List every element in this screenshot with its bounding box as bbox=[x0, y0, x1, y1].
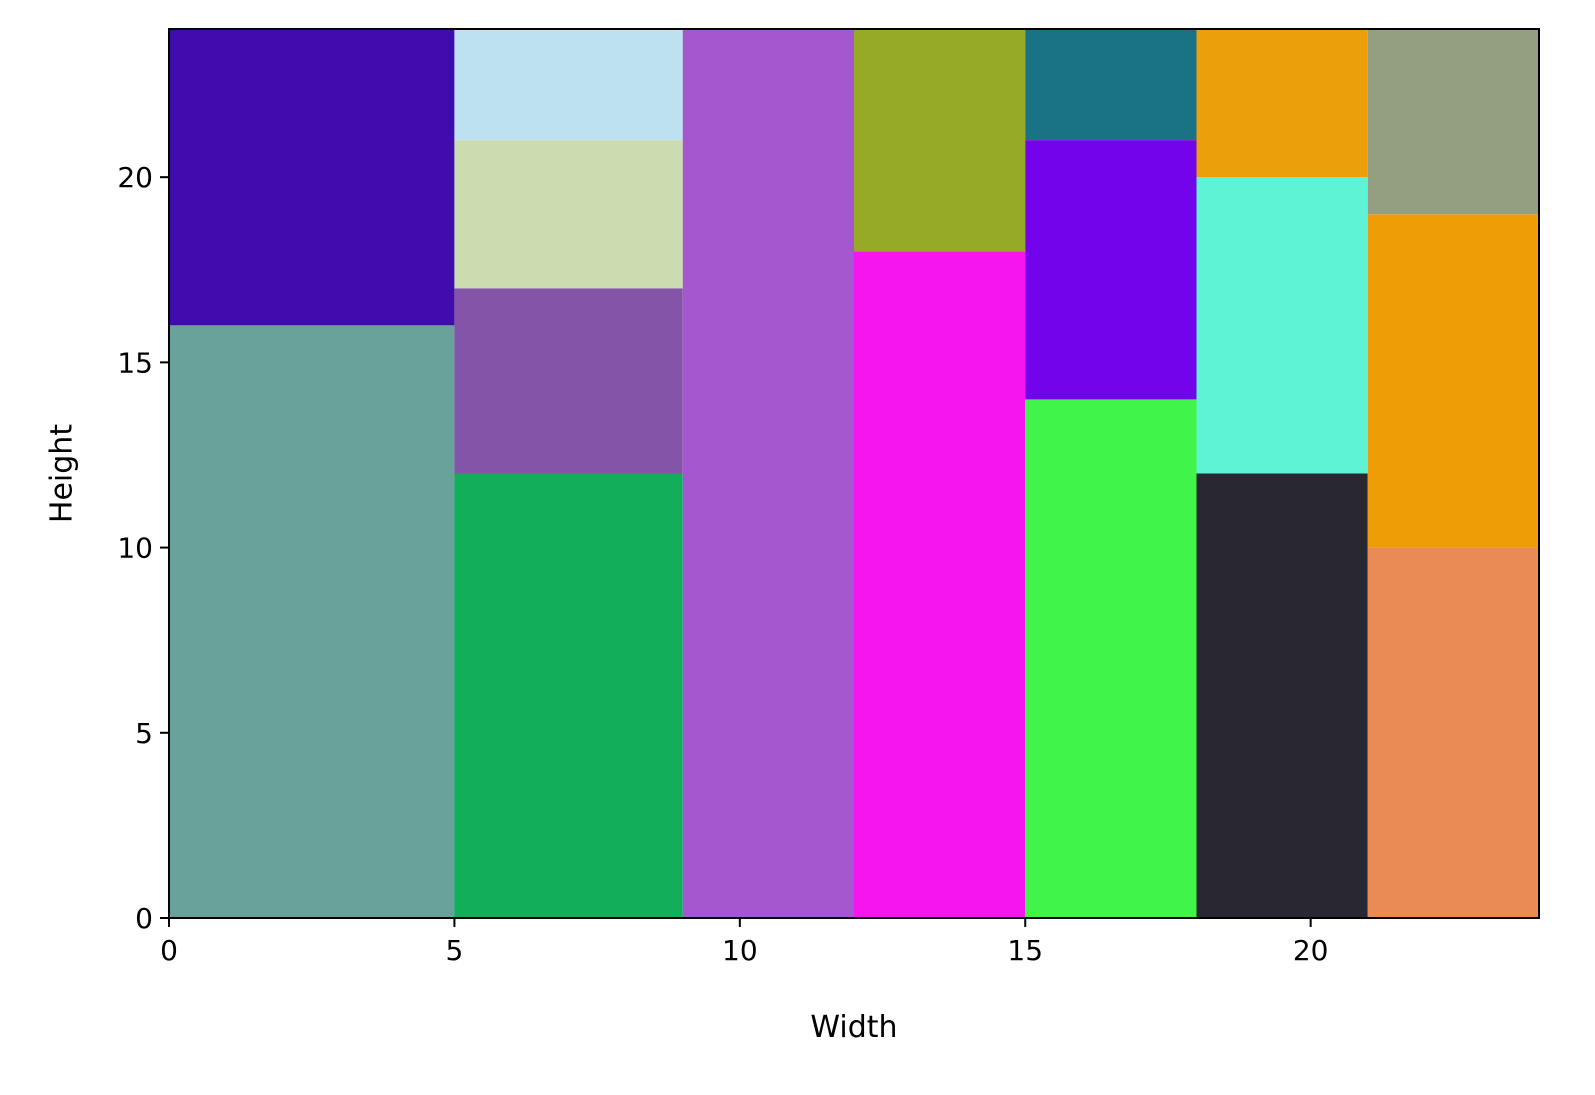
treemap-rect-13 bbox=[1196, 177, 1368, 474]
treemap-rect-16 bbox=[1367, 214, 1539, 548]
treemap-rect-0 bbox=[169, 325, 455, 918]
treemap-rect-5 bbox=[454, 29, 683, 141]
x-tick-label-0: 0 bbox=[160, 934, 178, 967]
treemap-rect-1 bbox=[169, 29, 455, 326]
treemap-rect-10 bbox=[1025, 140, 1197, 400]
treemap-rect-15 bbox=[1367, 547, 1539, 918]
treemap-rect-7 bbox=[854, 251, 1026, 918]
y-tick-label-3: 15 bbox=[117, 346, 153, 379]
plot-frame bbox=[168, 28, 1540, 919]
treemap-rect-12 bbox=[1196, 473, 1368, 918]
treemap-rect-9 bbox=[1025, 399, 1197, 919]
x-axis-ticks: 0 5 10 15 20 bbox=[160, 918, 1328, 967]
treemap-rect-2 bbox=[454, 473, 683, 918]
y-tick-label-4: 20 bbox=[117, 161, 153, 194]
x-tick-label-4: 20 bbox=[1293, 934, 1329, 967]
x-axis-label: Width bbox=[810, 1010, 897, 1045]
treemap-rect-6 bbox=[682, 29, 854, 918]
treemap-rect-14 bbox=[1196, 29, 1368, 178]
x-tick-label-3: 15 bbox=[1007, 934, 1043, 967]
treemap-rect-11 bbox=[1025, 29, 1197, 141]
treemap-rect-17 bbox=[1367, 29, 1539, 215]
y-axis-label: Height bbox=[45, 424, 80, 523]
treemap-rect-8 bbox=[854, 29, 1026, 252]
x-tick-label-1: 5 bbox=[446, 934, 464, 967]
y-tick-label-2: 10 bbox=[117, 532, 153, 565]
treemap-rect-4 bbox=[454, 140, 683, 289]
x-tick-label-2: 10 bbox=[722, 934, 758, 967]
treemap-rect-3 bbox=[454, 288, 683, 474]
rects-layer bbox=[169, 29, 1539, 919]
y-axis-ticks: 0 5 10 15 20 bbox=[117, 161, 169, 935]
y-tick-label-1: 5 bbox=[135, 717, 153, 750]
y-tick-label-0: 0 bbox=[135, 902, 153, 935]
